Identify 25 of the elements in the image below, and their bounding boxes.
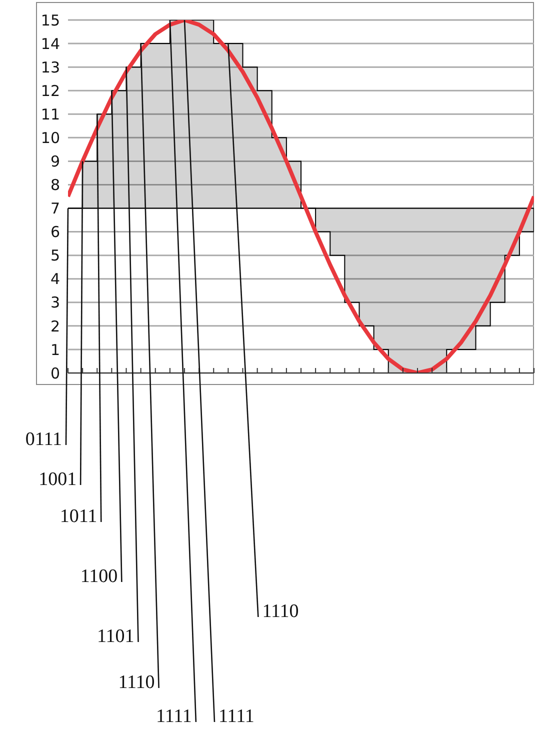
y-tick-label: 2 [50, 317, 60, 336]
text: 1111 [156, 706, 192, 727]
y-tick-label: 7 [50, 200, 60, 218]
y-tick-label: 1 [50, 340, 60, 359]
y-tick-label: 9 [50, 152, 60, 171]
text: 1101 [96, 626, 134, 647]
y-tick-label: 12 [40, 82, 60, 100]
y-tick-label: 6 [50, 223, 60, 242]
text: 1100 [80, 566, 118, 587]
y-tick-label: 11 [40, 105, 60, 124]
text: 1001 [38, 469, 77, 490]
y-tick-label: 8 [50, 176, 60, 194]
text: 1111 [218, 706, 254, 727]
y-tick-label: 15 [40, 11, 60, 30]
text: 1011 [60, 506, 98, 527]
y-tick-label: 13 [40, 58, 60, 76]
text: 1110 [262, 601, 299, 622]
y-tick-label: 14 [40, 34, 60, 53]
y-tick-label: 3 [50, 294, 60, 312]
y-tick-label: 5 [50, 246, 60, 265]
y-tick-label: 0 [50, 364, 60, 382]
y-tick-label: 10 [40, 128, 60, 147]
y-tick-label: 4 [50, 270, 60, 288]
text: 1110 [118, 672, 155, 693]
text: 0111 [25, 429, 62, 450]
